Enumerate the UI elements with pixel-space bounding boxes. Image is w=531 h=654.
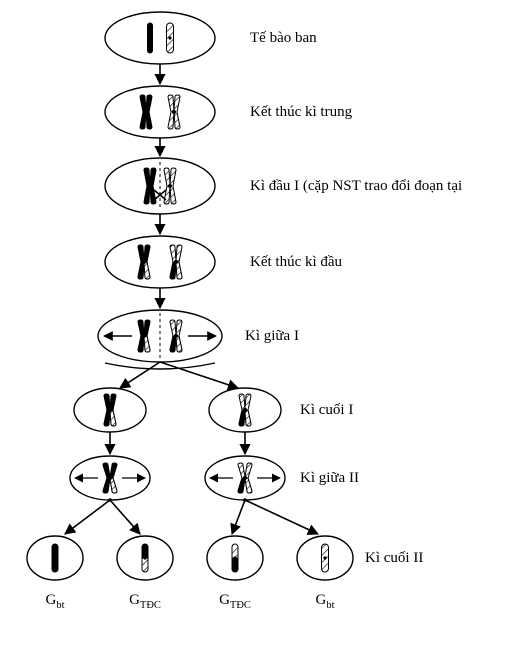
diagram-svg bbox=[0, 0, 531, 654]
gamete-label-1: Gbt bbox=[30, 592, 80, 611]
gamete-label-2: GTĐC bbox=[120, 592, 170, 611]
gamete-label-3: GTĐC bbox=[210, 592, 260, 611]
label-stage-6: Kì cuối I bbox=[300, 402, 353, 419]
label-stage-7: Kì giữa II bbox=[300, 470, 359, 487]
gamete-label-4: Gbt bbox=[300, 592, 350, 611]
label-stage-2: Kết thúc kì trung bbox=[250, 104, 352, 121]
diagram-stage: Tế bào ban Kết thúc kì trung Kì đầu I (c… bbox=[0, 0, 531, 654]
label-stage-3: Kì đầu I (cặp NST trao đổi đoạn tại bbox=[250, 178, 462, 195]
label-stage-8: Kì cuối II bbox=[365, 550, 423, 567]
label-stage-5: Kì giữa I bbox=[245, 328, 299, 345]
label-stage-4: Kết thúc kì đầu bbox=[250, 254, 342, 271]
label-stage-1: Tế bào ban bbox=[250, 30, 317, 47]
